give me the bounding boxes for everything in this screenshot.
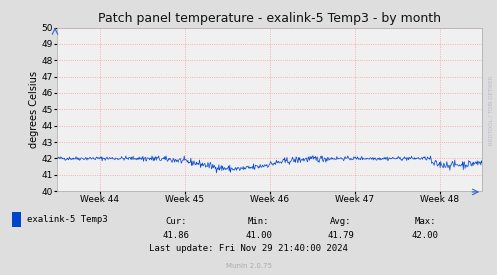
Text: 41.86: 41.86 — [163, 231, 190, 240]
Text: RRDTOOL / TOBI OETIKER: RRDTOOL / TOBI OETIKER — [489, 75, 494, 145]
Text: Min:: Min: — [248, 217, 269, 226]
Text: Cur:: Cur: — [166, 217, 187, 226]
Y-axis label: degrees Celsius: degrees Celsius — [29, 71, 39, 148]
Text: Last update: Fri Nov 29 21:40:00 2024: Last update: Fri Nov 29 21:40:00 2024 — [149, 244, 348, 253]
Text: 41.79: 41.79 — [327, 231, 354, 240]
Text: Munin 2.0.75: Munin 2.0.75 — [226, 263, 271, 269]
Text: 42.00: 42.00 — [412, 231, 438, 240]
Text: exalink-5 Temp3: exalink-5 Temp3 — [27, 215, 108, 224]
Text: Max:: Max: — [414, 217, 436, 226]
Text: 41.00: 41.00 — [245, 231, 272, 240]
Title: Patch panel temperature - exalink-5 Temp3 - by month: Patch panel temperature - exalink-5 Temp… — [98, 12, 441, 25]
Text: Avg:: Avg: — [330, 217, 351, 226]
